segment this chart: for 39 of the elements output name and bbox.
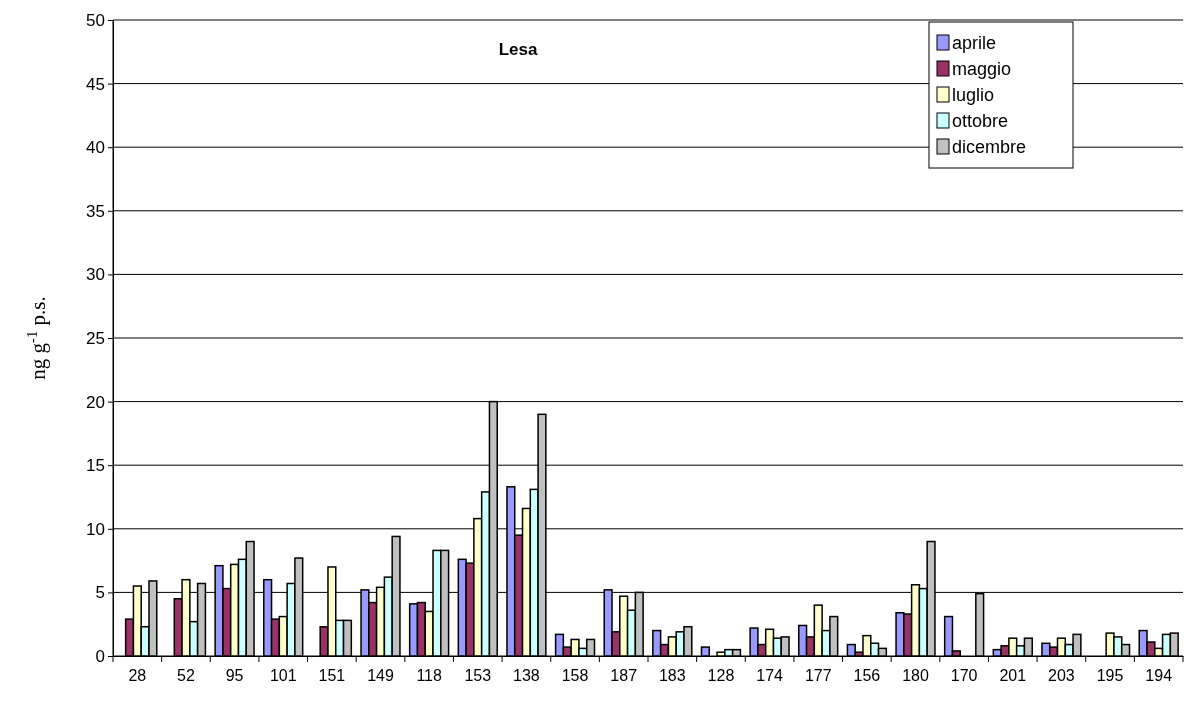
x-tick-label: 183 bbox=[658, 667, 686, 685]
y-tick-label: 30 bbox=[86, 265, 105, 285]
y-tick-label: 10 bbox=[86, 519, 105, 539]
x-tick-label: 138 bbox=[513, 667, 540, 685]
y-tick-label: 0 bbox=[95, 646, 105, 666]
text: Lesa bbox=[498, 40, 538, 59]
x-tick-label: 180 bbox=[902, 667, 929, 685]
x-tick-label: 52 bbox=[177, 667, 195, 685]
y-tick-label: 50 bbox=[86, 10, 105, 30]
x-tick-label: 195 bbox=[1096, 667, 1124, 685]
legend-label: maggio bbox=[952, 59, 1012, 79]
y-tick-label: 25 bbox=[86, 328, 105, 348]
x-tick-label: 156 bbox=[853, 667, 881, 685]
x-tick-label: 174 bbox=[756, 667, 784, 685]
x-tick-label: 151 bbox=[318, 667, 346, 685]
x-tick-label: 118 bbox=[416, 667, 442, 685]
x-tick-label: 203 bbox=[1048, 667, 1075, 685]
x-tick-label: 153 bbox=[464, 667, 492, 685]
y-tick-label: 35 bbox=[86, 201, 105, 221]
legend-label: luglio bbox=[952, 85, 995, 105]
x-tick-label: 28 bbox=[128, 667, 147, 685]
x-tick-label: 95 bbox=[225, 667, 244, 685]
y-tick-label: 5 bbox=[95, 583, 105, 603]
y-tick-label: 40 bbox=[86, 138, 105, 158]
y-tick-label: 20 bbox=[86, 392, 105, 412]
x-tick-label: 101 bbox=[269, 667, 297, 685]
y-tick-label: 15 bbox=[86, 456, 105, 476]
x-tick-label: 128 bbox=[707, 667, 735, 685]
x-tick-label: 201 bbox=[999, 667, 1027, 685]
x-tick-label: 177 bbox=[804, 667, 832, 685]
x-tick-label: 194 bbox=[1145, 667, 1173, 685]
legend-label: ottobre bbox=[952, 111, 1009, 131]
legend-label: aprile bbox=[952, 33, 997, 53]
x-tick-label: 187 bbox=[610, 667, 638, 685]
x-tick-label: 158 bbox=[561, 667, 589, 685]
legend-label: dicembre bbox=[952, 137, 1027, 157]
x-tick-label: 170 bbox=[950, 667, 978, 685]
y-tick-label: 45 bbox=[86, 74, 105, 94]
x-tick-label: 149 bbox=[367, 667, 394, 685]
